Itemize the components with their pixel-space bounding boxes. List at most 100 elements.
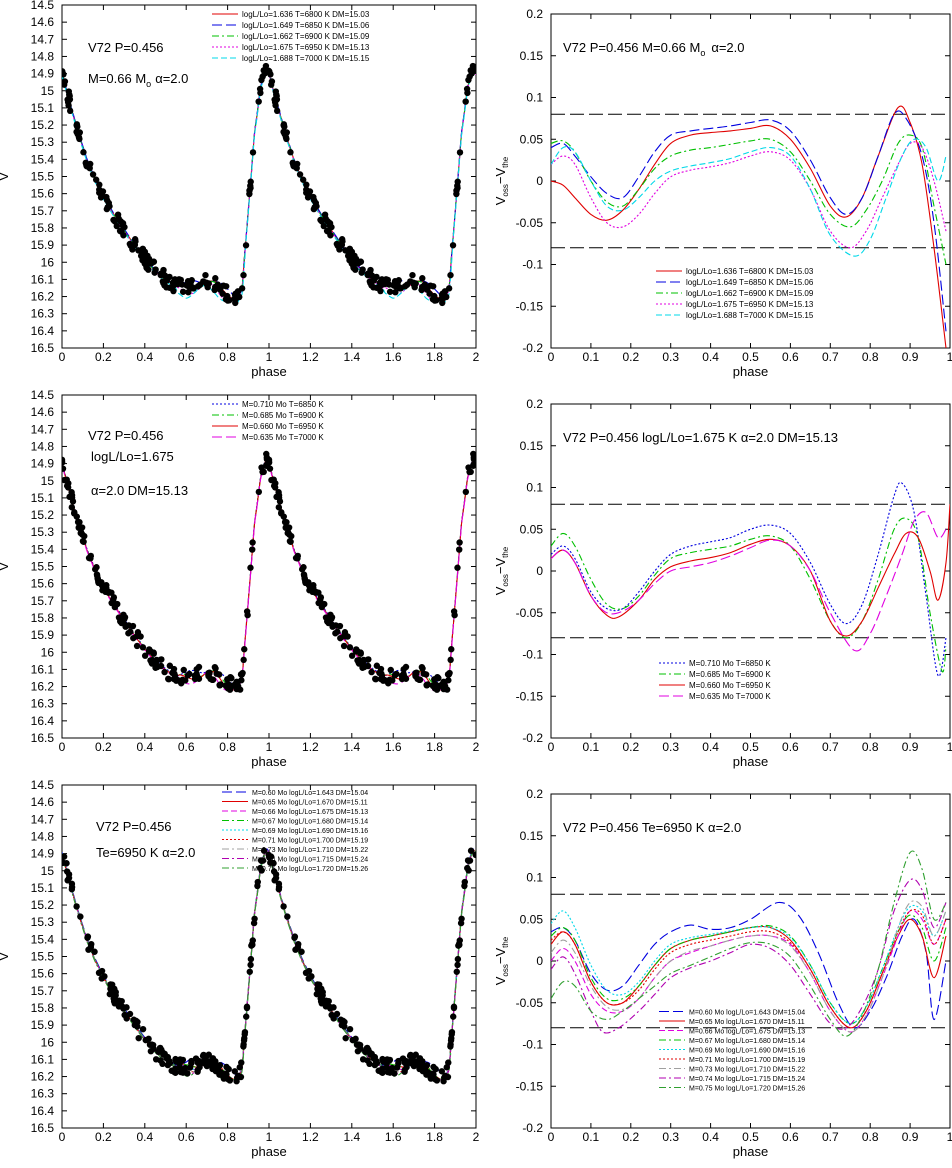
observation-point (240, 656, 247, 664)
observation-point (282, 523, 290, 531)
legend-entry: logL/Lo=1.662 T=6900 K DM=15.09 (686, 289, 814, 298)
y-tick-label: 16.1 (31, 272, 55, 286)
observation-point (317, 216, 324, 224)
observation-point (114, 211, 122, 218)
observation-point (257, 857, 265, 864)
observation-point (160, 266, 167, 274)
x-axis-label: phase (251, 1144, 286, 1159)
observation-point (281, 518, 289, 526)
observation-point (110, 216, 117, 224)
series-line (551, 105, 947, 348)
observation-point (257, 89, 264, 97)
y-tick-label: 16.2 (31, 290, 55, 304)
observation-point (96, 181, 103, 188)
x-tick-label: 0.2 (622, 350, 639, 364)
observation-point (254, 882, 261, 890)
y-tick-label: 16.4 (31, 324, 55, 338)
observation-point (186, 1064, 194, 1071)
observation-point (454, 184, 461, 192)
legend-entry: M=0.69 Mo logL/Lo=1.690 DM=15.16 (252, 828, 368, 835)
legend-entry: logL/Lo=1.636 T=6800 K DM=15.03 (686, 267, 814, 276)
y-tick-label: 16.2 (31, 1070, 55, 1084)
observation-point (65, 874, 73, 882)
observation-point (80, 149, 87, 156)
plot-frame (61, 784, 477, 1129)
observation-point (139, 246, 147, 253)
observation-point (126, 240, 134, 248)
observation-point (161, 282, 168, 289)
observation-point (440, 685, 447, 693)
observation-point (440, 1078, 447, 1085)
legend-entry: logL/Lo=1.675 T=6950 K DM=15.13 (242, 43, 370, 52)
x-tick-label: 1 (947, 1130, 952, 1144)
observation-point (68, 504, 76, 511)
observation-point (315, 981, 323, 988)
series-line (551, 504, 950, 637)
x-tick-label: 0.2 (95, 740, 112, 754)
observation-point (73, 903, 80, 910)
x-tick-label: 1.4 (343, 350, 360, 364)
legend-entry: M=0.71 Mo logL/Lo=1.700 DM=15.19 (252, 838, 368, 845)
observation-point (298, 566, 306, 573)
x-tick-label: 0.9 (902, 1130, 919, 1144)
plot-area (62, 450, 476, 693)
x-tick-label: 0.4 (702, 740, 719, 754)
observation-point (302, 969, 310, 977)
observation-point (350, 264, 357, 272)
y-tick-label: 15.6 (31, 187, 55, 201)
legend: M=0.60 Mo logL/Lo=1.643 DM=15.04 M=0.65 M… (222, 790, 368, 873)
observation-point (69, 498, 77, 505)
observation-point (117, 218, 124, 225)
observation-point (249, 539, 256, 546)
observation-point (88, 940, 95, 948)
observation-point (92, 176, 100, 183)
observation-point (346, 246, 354, 253)
y-tick-label: 14.9 (31, 847, 55, 861)
x-tick-label: 0.8 (219, 1130, 236, 1144)
y-tick-label: 0 (536, 954, 543, 968)
observation-point (200, 278, 207, 285)
y-tick-label: 16.3 (31, 697, 55, 711)
observation-point (79, 537, 87, 545)
y-tick-label: 14.5 (31, 0, 55, 12)
observation-point (385, 281, 393, 288)
x-tick-label: 1.6 (385, 350, 402, 364)
observation-point (411, 284, 418, 291)
legend-entry: M=0.66 Mo logL/Lo=1.675 DM=15.13 (689, 1029, 805, 1036)
y-tick-label: 16.5 (31, 731, 55, 745)
legend-entry: logL/Lo=1.662 T=6900 K DM=15.09 (242, 32, 370, 41)
observation-point (161, 668, 168, 676)
legend-entry: M=0.635 Mo T=7000 K (689, 692, 771, 701)
observation-point (177, 1068, 185, 1076)
observation-point (454, 564, 461, 571)
y-tick-label: -0.05 (516, 216, 544, 230)
observation-point (379, 1065, 386, 1072)
observation-point (212, 665, 219, 672)
observation-point (339, 238, 346, 245)
observation-point (247, 184, 254, 192)
observation-point (280, 513, 287, 520)
chart-panel-right-middle: 0 0.1 0.2 0.3 0.4 0.5 0.6 0.7 0.8 0.9 1 0.2 0.15 0.1 0… (493, 397, 952, 769)
observation-point (247, 961, 254, 969)
y-tick-label: 0.15 (520, 439, 544, 453)
observation-point (120, 232, 127, 239)
x-tick-label: 2 (473, 740, 480, 754)
x-tick-label: 0.5 (742, 1130, 759, 1144)
legend-entry: M=0.60 Mo logL/Lo=1.643 DM=15.04 (689, 1010, 805, 1017)
observation-point (319, 992, 326, 999)
observation-point (387, 666, 394, 674)
series-line (62, 850, 476, 1081)
series-line (62, 70, 476, 301)
observation-point (312, 203, 320, 210)
x-tick-label: 0.8 (862, 350, 879, 364)
observation-point (434, 673, 441, 681)
x-tick-label: 1.4 (343, 1130, 360, 1144)
observation-point (433, 1077, 441, 1084)
y-tick-label: 14.6 (31, 405, 55, 419)
observation-point (380, 677, 387, 684)
annotation-text: V72 P=0.456 (96, 819, 172, 834)
observation-point (378, 276, 386, 283)
observation-point (308, 973, 315, 980)
y-axis-label: Voss−Vthe (493, 936, 510, 985)
observation-point (292, 946, 299, 953)
